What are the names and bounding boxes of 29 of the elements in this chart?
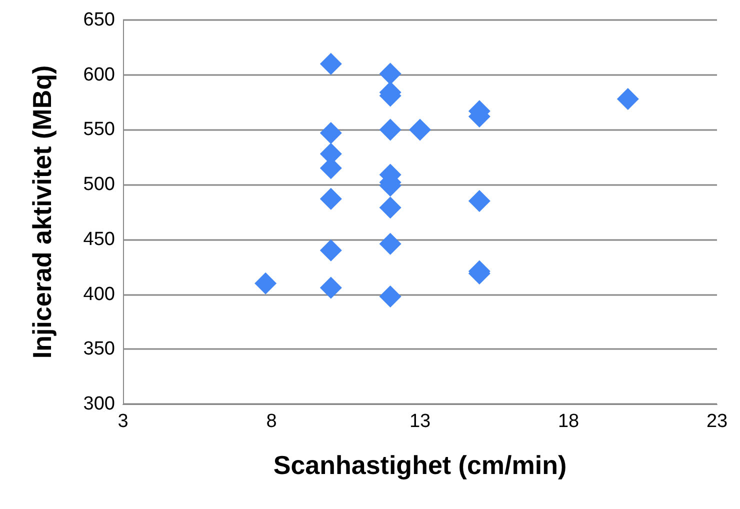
x-tick-label: 23 — [706, 411, 728, 432]
point — [379, 232, 402, 255]
x-tick-label: 8 — [266, 411, 277, 432]
y-tick-label: 650 — [83, 10, 115, 30]
point — [254, 272, 277, 294]
y-tick-label: 400 — [83, 284, 115, 305]
point — [320, 239, 342, 262]
point — [409, 118, 431, 141]
y-tick-label: 500 — [83, 174, 115, 196]
y-tick-label: 550 — [83, 119, 115, 140]
point — [320, 122, 342, 144]
x-tick-label: 3 — [118, 411, 128, 432]
x-axis-title: Scanhastighet (cm/min) — [273, 450, 567, 480]
y-tick-label: 300 — [83, 394, 115, 414]
y-tick-label: 600 — [83, 64, 115, 86]
point — [320, 52, 342, 75]
point — [379, 118, 402, 141]
point — [468, 190, 490, 212]
y-tick-label: 350 — [83, 338, 115, 360]
point — [320, 188, 342, 210]
point — [379, 285, 402, 308]
x-tick-label: 18 — [558, 411, 580, 432]
point — [379, 196, 402, 219]
y-axis-title: Injicerad aktivitet (MBq) — [27, 65, 57, 359]
point — [379, 62, 402, 85]
point — [616, 88, 639, 110]
point — [320, 276, 342, 299]
x-tick-label: 13 — [409, 411, 431, 432]
y-tick-label: 450 — [83, 228, 115, 250]
